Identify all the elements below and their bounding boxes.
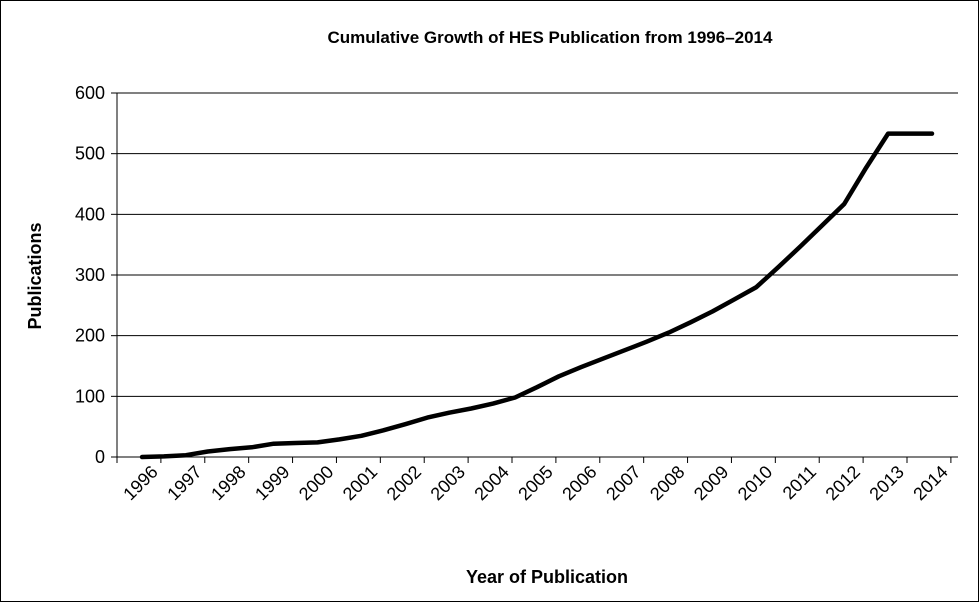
series-group — [139, 131, 935, 460]
y-tick-label: 200 — [75, 326, 105, 346]
chart-title: Cumulative Growth of HES Publication fro… — [328, 28, 773, 47]
series-line — [139, 131, 935, 460]
y-axis-label: Publications — [25, 222, 45, 329]
y-tick-label: 500 — [75, 144, 105, 164]
y-tick-label: 600 — [75, 83, 105, 103]
y-tick-label: 400 — [75, 204, 105, 224]
y-tick-label: 100 — [75, 386, 105, 406]
y-tick-label: 0 — [95, 447, 105, 467]
y-tick-label: 300 — [75, 265, 105, 285]
grid — [117, 92, 958, 397]
y-axis: 0 100 200 300 400 500 600 — [75, 83, 118, 467]
x-axis-label: Year of Publication — [466, 567, 628, 587]
